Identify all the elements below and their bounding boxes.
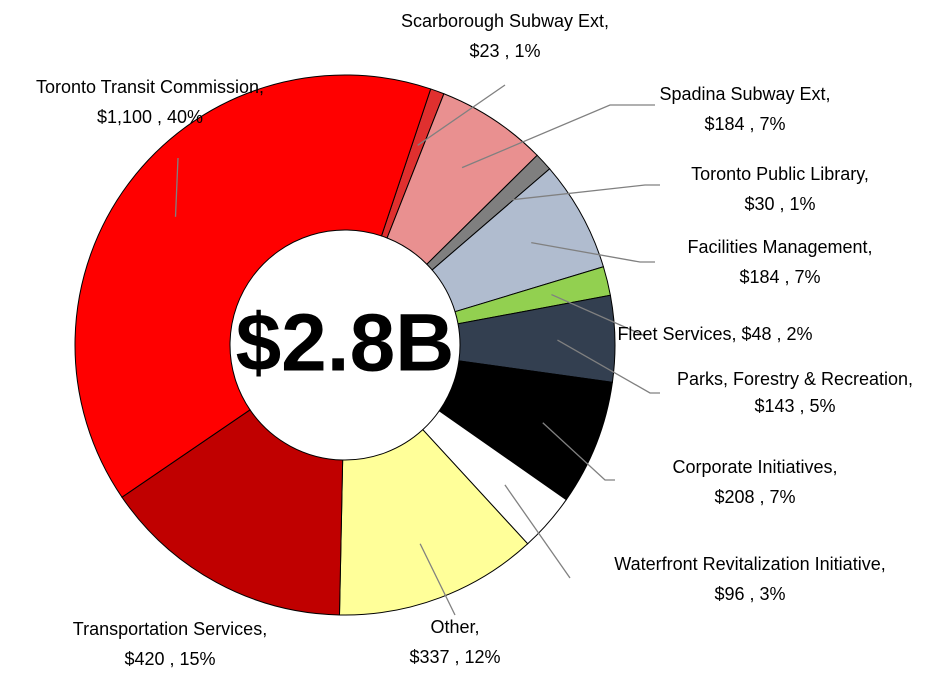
- leader-line: [461, 104, 655, 169]
- center-label: $2.8B: [236, 298, 455, 389]
- category-name: Facilities Management,: [687, 237, 872, 257]
- donut-slice: [121, 409, 344, 616]
- slice-label: Fleet Services, $48 , 2%: [617, 324, 812, 344]
- value-label: $208 , 7%: [714, 487, 795, 507]
- value-label: $337 , 12%: [409, 647, 500, 667]
- value-label: $48 , 2%: [742, 324, 813, 344]
- category-name: Fleet Services,: [617, 324, 736, 344]
- category-name: Corporate Initiatives,: [672, 457, 837, 477]
- category-name: Toronto Public Library,: [691, 164, 869, 184]
- leader-line: [542, 422, 615, 481]
- value-label: $184 , 7%: [704, 114, 785, 134]
- leader-line: [419, 543, 456, 616]
- category-name: Toronto Transit Commission,: [36, 77, 264, 97]
- leader-line: [174, 157, 179, 217]
- leader-line: [531, 242, 655, 263]
- category-name: Waterfront Revitalization Initiative,: [614, 554, 885, 574]
- category-name: Parks, Forestry & Recreation,: [677, 369, 913, 389]
- value-label: $30 , 1%: [744, 194, 815, 214]
- category-name: Other,: [430, 617, 479, 637]
- value-label: $96 , 3%: [714, 584, 785, 604]
- category-name: Spadina Subway Ext,: [659, 84, 830, 104]
- category-name: Transportation Services,: [73, 619, 267, 639]
- category-name: Scarborough Subway Ext,: [401, 11, 609, 31]
- value-label: $184 , 7%: [739, 267, 820, 287]
- leader-line: [501, 184, 660, 202]
- leader-line: [504, 484, 571, 579]
- value-label: $1,100 , 40%: [97, 107, 203, 127]
- leader-line: [417, 84, 506, 146]
- leader-line: [551, 293, 646, 337]
- donut-slice: [338, 428, 529, 616]
- donut-slice: [74, 74, 432, 498]
- value-label: $23 , 1%: [469, 41, 540, 61]
- value-label: $420 , 15%: [124, 649, 215, 669]
- value-label: $143 , 5%: [754, 396, 835, 416]
- leader-line: [557, 339, 660, 394]
